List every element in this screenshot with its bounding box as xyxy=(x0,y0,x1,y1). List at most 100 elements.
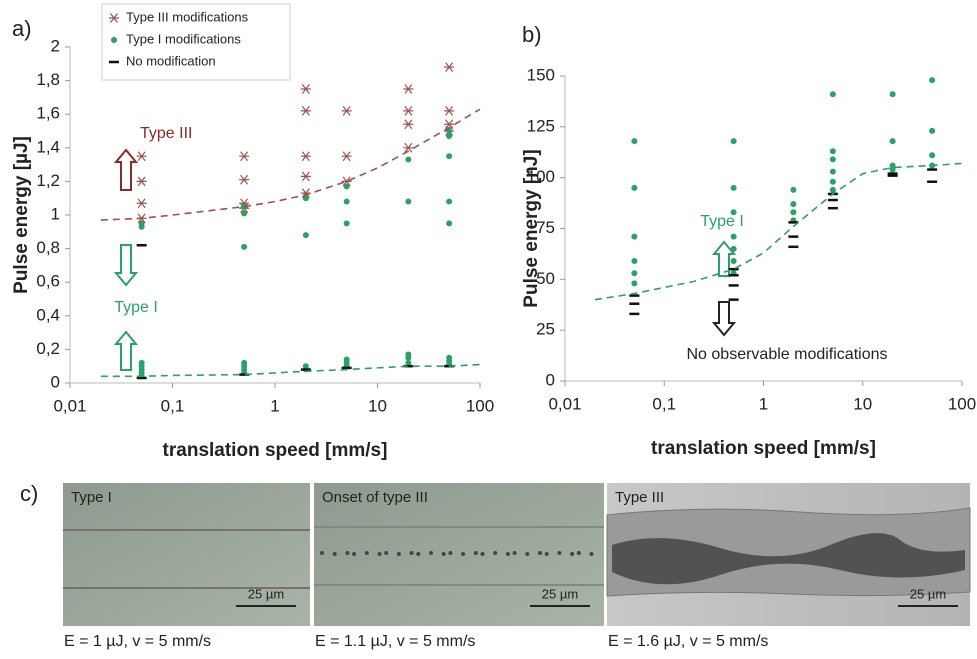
point xyxy=(403,119,414,130)
arrow-up xyxy=(711,240,737,277)
legend-label: No modification xyxy=(126,53,216,68)
void xyxy=(377,552,382,556)
point xyxy=(730,184,737,191)
point xyxy=(241,203,248,210)
image-title: Type I xyxy=(71,489,112,506)
point xyxy=(343,220,350,227)
annotation: Type I xyxy=(114,299,158,316)
annotation: Type I xyxy=(700,213,744,230)
point xyxy=(136,176,147,187)
point xyxy=(631,138,638,145)
point xyxy=(631,270,638,277)
void xyxy=(384,551,389,555)
void xyxy=(480,552,485,556)
point xyxy=(790,201,797,208)
y-tick-label: 0,8 xyxy=(36,238,60,257)
point xyxy=(889,138,896,145)
void xyxy=(493,551,498,555)
y-tick-label: 2 xyxy=(51,36,60,55)
point xyxy=(446,153,453,160)
point xyxy=(403,142,414,153)
x-tick-label: 100 xyxy=(948,394,976,413)
y-tick-label: 75 xyxy=(536,218,555,237)
point xyxy=(829,178,836,185)
point xyxy=(446,220,453,227)
caption: E = 1 µJ, v = 5 mm/s xyxy=(64,633,211,650)
y-tick-label: 1,4 xyxy=(36,137,60,156)
x-tick-label: 1 xyxy=(270,396,279,415)
point xyxy=(730,233,737,240)
y-tick-label: 0,6 xyxy=(36,272,60,291)
void xyxy=(589,552,594,556)
y-tick-label: 0,4 xyxy=(36,305,60,324)
point xyxy=(302,232,309,239)
void xyxy=(352,552,357,556)
panel-label: a) xyxy=(12,16,32,41)
point xyxy=(138,223,145,230)
void xyxy=(538,551,542,555)
point xyxy=(446,128,453,134)
micrograph xyxy=(63,483,310,626)
void xyxy=(473,551,478,555)
void xyxy=(576,551,581,555)
point xyxy=(300,171,311,182)
point xyxy=(341,151,352,162)
point xyxy=(730,209,737,216)
point xyxy=(302,195,309,202)
caption: E = 1.1 µJ, v = 5 mm/s xyxy=(315,633,475,650)
y-tick-label: 50 xyxy=(536,269,555,288)
trend-line xyxy=(100,363,481,378)
void xyxy=(461,552,466,556)
void xyxy=(429,551,433,555)
void xyxy=(448,551,453,555)
x-tick-label: 0,01 xyxy=(548,394,581,413)
void xyxy=(525,552,530,556)
point xyxy=(446,198,453,205)
point xyxy=(405,354,412,361)
damage-core xyxy=(612,533,965,585)
point xyxy=(631,258,638,265)
trend-line xyxy=(100,108,481,221)
arrow-down xyxy=(113,244,139,287)
void xyxy=(320,551,324,555)
point xyxy=(631,233,638,240)
void-row xyxy=(320,551,594,556)
trend-line xyxy=(594,162,963,301)
legend-label: Type III modifications xyxy=(126,9,249,24)
point xyxy=(136,198,147,209)
x-axis-title: translation speed [mm/s] xyxy=(163,440,388,461)
point xyxy=(341,176,352,187)
point xyxy=(405,156,412,163)
point xyxy=(241,243,248,250)
x-tick-label: 10 xyxy=(368,396,387,415)
point xyxy=(730,138,737,145)
y-tick-label: 0,2 xyxy=(36,339,60,358)
x-tick-label: 0,1 xyxy=(652,394,676,413)
micrograph xyxy=(314,483,604,626)
y-tick-label: 1 xyxy=(51,204,60,223)
x-tick-label: 100 xyxy=(466,396,494,415)
scale-label: 25 µm xyxy=(910,586,946,601)
point xyxy=(341,105,352,116)
point xyxy=(343,183,350,190)
point xyxy=(889,166,896,173)
y-axis-title: Pulse energy [µJ] xyxy=(11,136,32,294)
annotation: No observable modifications xyxy=(687,346,888,363)
point xyxy=(444,62,455,73)
panel-label: b) xyxy=(522,22,542,47)
point xyxy=(889,91,896,98)
legend-label: Type I modifications xyxy=(126,31,241,46)
point xyxy=(239,151,250,162)
y-axis-title: Pulse energy [nJ] xyxy=(521,149,542,307)
point xyxy=(829,91,836,98)
point xyxy=(631,280,638,287)
void xyxy=(409,551,414,555)
y-tick-label: 1,6 xyxy=(36,104,60,123)
void xyxy=(570,552,575,556)
y-tick-label: 150 xyxy=(527,65,555,84)
x-tick-label: 0,01 xyxy=(53,396,86,415)
panel-label: c) xyxy=(20,481,38,506)
point xyxy=(403,84,414,94)
